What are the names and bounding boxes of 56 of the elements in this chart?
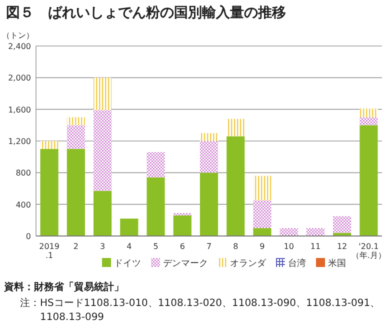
y-tick-label: 1,600: [8, 105, 31, 114]
bar: [253, 228, 272, 236]
bar: [200, 141, 218, 173]
bar: [146, 177, 165, 236]
x-tick-label: 6: [180, 242, 185, 251]
text: 資料：財務省「貿易統計」: [3, 281, 124, 293]
legend-label: ドイツ: [114, 259, 141, 269]
bar: [93, 190, 112, 236]
bar: [93, 78, 112, 110]
legend-label: オランダ: [230, 258, 267, 269]
chart-title: 図５ ばれいしょでん粉の国別輸入量の推移: [6, 5, 286, 21]
bar: [333, 216, 352, 233]
legend-label: デンマーク: [163, 259, 208, 269]
y-tick-label: 400: [16, 200, 31, 210]
x-tick-label: 12: [336, 242, 348, 251]
x-tick-label: 2019 .1: [39, 242, 60, 260]
y-tick-label: 2,000: [8, 74, 31, 83]
x-tick-label: 2: [73, 242, 78, 251]
x-tick-label: 5: [153, 242, 158, 251]
y-tick-label: 1,200: [8, 137, 31, 146]
x-tick-label: 3: [100, 242, 106, 251]
x-tick-label: 9: [260, 242, 265, 251]
x-tick-label: '20.1: [358, 242, 379, 251]
x-tick-label: 10: [284, 242, 294, 251]
bar: [120, 218, 138, 236]
legend-label: 台湾: [288, 258, 306, 269]
bar: [253, 176, 272, 200]
bar: [40, 141, 58, 149]
x-tick-label: 4: [126, 242, 132, 251]
bar: [360, 108, 378, 118]
bar: [66, 125, 85, 149]
bar: [280, 228, 298, 236]
bar: [360, 117, 378, 126]
bar: [66, 148, 85, 236]
bar: [306, 228, 325, 236]
x-tick-label: 7: [206, 242, 212, 251]
bar: [146, 152, 165, 178]
bar: [360, 125, 378, 236]
bar: [226, 118, 245, 136]
x-axis-title: （年.月）: [351, 251, 386, 260]
y-axis-title: （トン）: [2, 31, 34, 40]
text: 注：HSコード1108.13-010、1108.13-020、1108.13-090、1108.13-091、1108.13-099: [20, 297, 380, 323]
bar: [93, 110, 112, 191]
bar: [253, 200, 272, 228]
bar: [173, 215, 192, 236]
y-tick-label: 800: [16, 168, 31, 178]
bar: [40, 148, 58, 236]
x-tick-label: 8: [233, 242, 238, 251]
x-tick-label: 11: [310, 242, 321, 251]
bar: [200, 172, 218, 236]
bar: [66, 117, 85, 126]
y-tick-label: 0: [26, 232, 31, 241]
y-tick-label: 2,400: [8, 42, 31, 51]
bar: [200, 133, 218, 141]
bar: [226, 136, 245, 236]
legend-label: 米国: [328, 258, 346, 269]
